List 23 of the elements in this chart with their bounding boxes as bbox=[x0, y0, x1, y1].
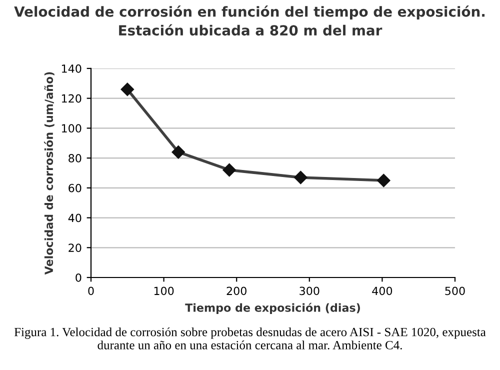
point bbox=[377, 174, 390, 188]
y-tick-label: 140 bbox=[62, 64, 82, 73]
y-tick-label: 40 bbox=[68, 214, 82, 222]
x-tick-label: 400 bbox=[372, 286, 392, 296]
y-axis-title: Velocidad de corrosión (um/año) bbox=[44, 72, 54, 275]
y-tick-label: 100 bbox=[62, 124, 82, 133]
y-tick-label: 60 bbox=[68, 184, 82, 192]
y-tick-label: 80 bbox=[68, 154, 82, 162]
point bbox=[294, 170, 308, 184]
x-tick-label: 200 bbox=[226, 286, 246, 296]
x-tick-label: 300 bbox=[300, 286, 320, 296]
y-tick-label: 120 bbox=[62, 94, 82, 103]
point bbox=[172, 145, 185, 159]
x-tick-label: 100 bbox=[154, 286, 174, 296]
y-tick-label: 0 bbox=[76, 273, 82, 282]
x-tick-label: 500 bbox=[445, 286, 465, 296]
x-tick-label: 0 bbox=[88, 286, 94, 296]
point bbox=[120, 82, 134, 96]
chart-title: Velocidad de corrosión en función del tiempo de exposición. Estación ubicada a 820 m del mar bbox=[14, 6, 485, 36]
y-tick-label: 20 bbox=[68, 244, 82, 252]
point bbox=[222, 163, 236, 177]
x-axis-title: Tiempo de exposición (dias) bbox=[185, 302, 360, 314]
text: Figura 1. Velocidad de corrosión sobre probetas desnudas de acero AISI - SAE 1020, expuesta durante un año en una estación cercana al mar. Ambiente C4. bbox=[14, 327, 486, 350]
